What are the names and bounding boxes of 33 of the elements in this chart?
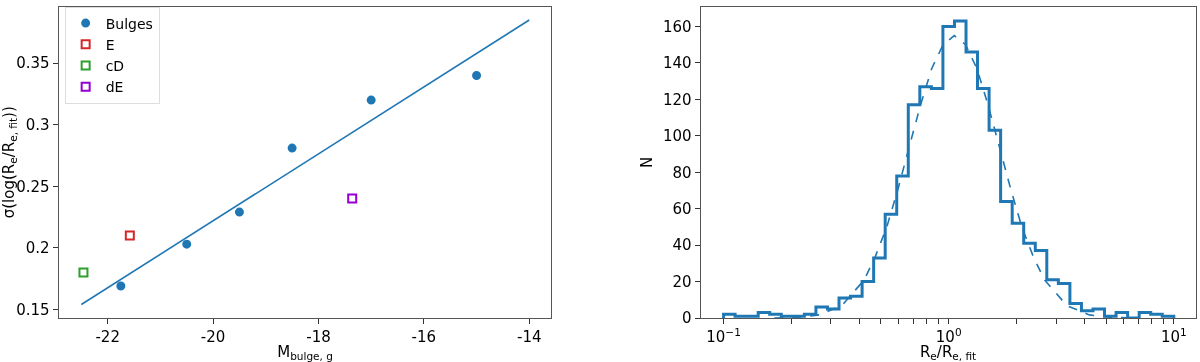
- y-tick-label: 0.2: [25, 239, 50, 258]
- y-tick-label: 0.15: [16, 300, 50, 319]
- point: [124, 230, 135, 241]
- y-tick-label: 20: [672, 272, 692, 291]
- y-tick-label: 60: [672, 199, 692, 218]
- y-axis-title: N: [638, 156, 657, 168]
- y-tick-label: 0: [681, 309, 692, 328]
- x-tick-label: -14: [517, 328, 542, 346]
- point: [182, 239, 192, 249]
- y-tick-label: 0.35: [16, 54, 50, 73]
- point: [366, 95, 376, 105]
- x-tick-label: -16: [411, 328, 437, 346]
- point: [347, 193, 358, 204]
- legend-label: cD: [105, 57, 125, 74]
- y-tick-label: 120: [662, 90, 692, 109]
- y-tick-label: 100: [662, 127, 692, 146]
- point: [472, 70, 482, 80]
- x-tick-label: -20: [200, 328, 226, 346]
- point: [116, 281, 126, 291]
- legend-label: dE: [105, 79, 124, 96]
- x-tick-label: 10$^{−1}$: [706, 325, 741, 346]
- x-tick-label: -22: [95, 328, 120, 346]
- y-tick-label: 80: [672, 163, 692, 182]
- y-tick-label: 140: [662, 54, 692, 73]
- point: [287, 143, 297, 153]
- y-tick-label: 160: [662, 17, 692, 36]
- y-tick-label: 40: [672, 236, 692, 255]
- point: [234, 207, 244, 217]
- point: [78, 267, 89, 278]
- x-tick-label: 10$^{1}$: [1160, 325, 1187, 346]
- legend-label: Bulges: [105, 15, 153, 32]
- y-tick-label: 0.3: [25, 115, 50, 134]
- legend-label: E: [105, 36, 115, 53]
